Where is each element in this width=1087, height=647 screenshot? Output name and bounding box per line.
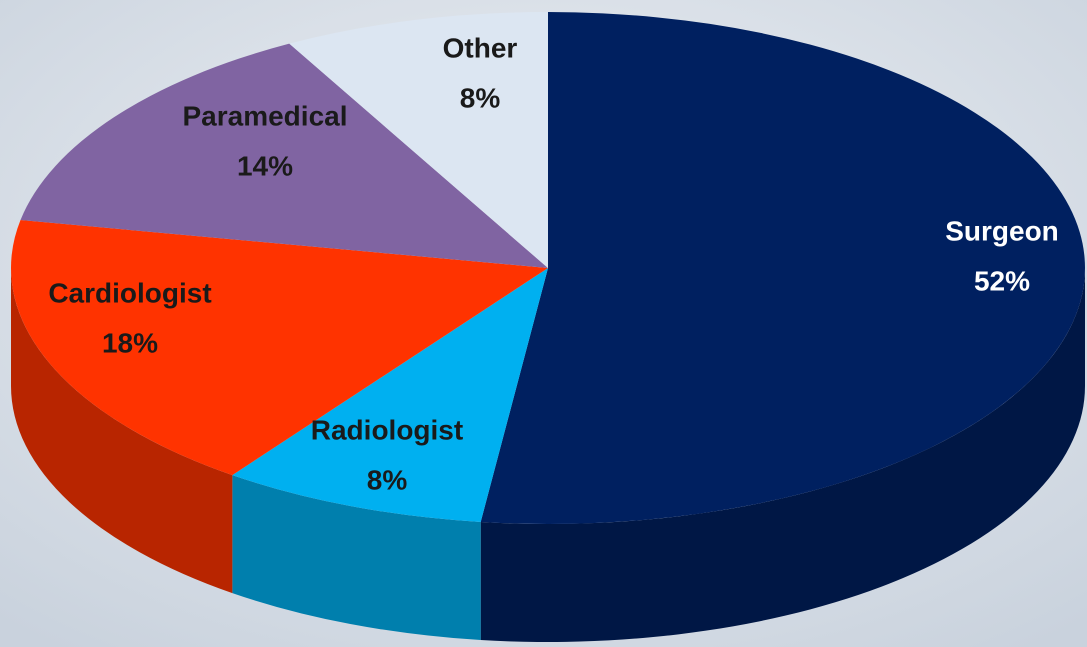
slice-side: [232, 475, 481, 640]
slice-side: [11, 268, 233, 594]
slice-category: Radiologist: [311, 414, 463, 445]
slice-category: Surgeon: [945, 215, 1059, 246]
slice: [232, 268, 548, 522]
slice-value: 52%: [974, 265, 1030, 296]
pie-tops: [11, 12, 1085, 524]
slice-labels: Surgeon 52% Radiologist 8% Cardiologist 18% Pa…: [48, 32, 1058, 495]
slice: [289, 12, 548, 268]
slice: [480, 12, 1085, 524]
slice-side: [480, 268, 1085, 643]
slice: [11, 220, 549, 476]
slice-value: 18%: [102, 327, 158, 358]
slice-value: 14%: [237, 150, 293, 181]
slice-value: 8%: [460, 82, 501, 113]
slice-value: 8%: [367, 464, 408, 495]
slice-category: Paramedical: [183, 100, 348, 131]
slice-category: Other: [443, 32, 518, 63]
slice: [20, 43, 549, 268]
slice-category: Cardiologist: [48, 277, 211, 308]
pie-sides: [11, 268, 1085, 643]
